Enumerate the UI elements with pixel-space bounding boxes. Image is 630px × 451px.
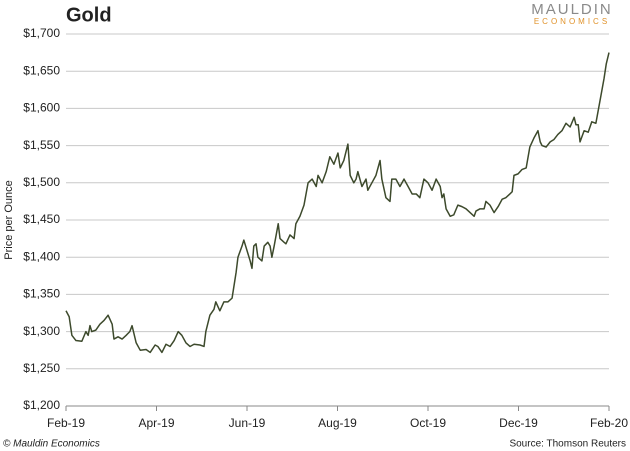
footer: © Mauldin Economics [3, 439, 100, 450]
y-tick-label: $1,450 [23, 212, 60, 226]
brand-bottom: ECONOMICS [534, 17, 610, 26]
y-tick-label: $1,350 [23, 287, 60, 301]
price-line [65, 52, 610, 354]
chart-title: Gold [66, 4, 112, 26]
x-tick-label: Dec-19 [499, 416, 538, 430]
y-tick-label: $1,600 [23, 101, 60, 115]
y-axis-label: Price per Ounce [3, 180, 15, 259]
x-tick-label: Feb-20 [590, 416, 628, 430]
y-tick-label: $1,650 [23, 63, 60, 77]
y-tick-label: $1,250 [23, 361, 60, 375]
source: Source: Thomson Reuters [509, 439, 626, 450]
y-tick-label: $1,700 [23, 26, 60, 40]
x-tick-label: Aug-19 [318, 416, 357, 430]
y-tick-label: $1,400 [23, 249, 60, 263]
y-tick-label: $1,550 [23, 138, 60, 152]
y-tick-label: $1,200 [23, 398, 60, 412]
y-tick-label: $1,500 [23, 175, 60, 189]
x-tick-label: Apr-19 [138, 416, 174, 430]
x-tick-label: Jun-19 [229, 416, 266, 430]
brand-top: MAULDIN [531, 1, 613, 18]
x-tick-label: Feb-19 [47, 416, 85, 430]
x-tick-label: Oct-19 [410, 416, 446, 430]
y-tick-label: $1,300 [23, 324, 60, 338]
